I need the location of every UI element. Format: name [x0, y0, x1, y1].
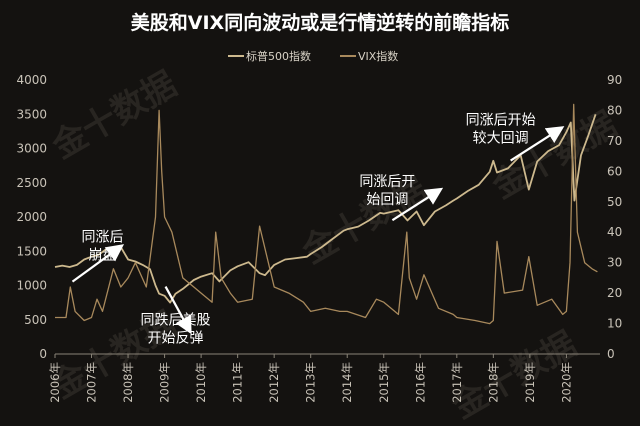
- y-left-tick-label: 2000: [16, 210, 47, 224]
- y-left-tick-label: 2500: [16, 176, 47, 190]
- legend-label: 标普500指数: [246, 49, 311, 63]
- x-tick-label: 2013年: [304, 362, 318, 403]
- watermark-0: 金十数据: [45, 64, 184, 167]
- x-tick-label: 2019年: [523, 362, 537, 403]
- y-right-tick-label: 70: [607, 134, 622, 148]
- x-tick-label: 2008年: [121, 362, 135, 403]
- annotation-arrow-1: [164, 286, 192, 335]
- series-line-sp500: [54, 114, 597, 304]
- annotation-arrow-2: [391, 187, 444, 222]
- y-right-tick-label: 50: [607, 195, 622, 209]
- x-tick-label: 2016年: [413, 362, 427, 403]
- y-left-tick-label: 0: [39, 347, 47, 361]
- y-right-tick-label: 90: [607, 73, 622, 87]
- y-right-tick-label: 80: [607, 103, 622, 117]
- y-right-tick-label: 60: [607, 164, 622, 178]
- y-left-tick-label: 500: [24, 313, 47, 327]
- series-lines: [54, 103, 598, 325]
- legend-label: VIX指数: [358, 49, 398, 63]
- x-tick-label: 2006年: [48, 362, 62, 403]
- legend: 标普500指数 VIX指数: [228, 49, 398, 63]
- chart-title: 美股和VIX同向波动或是行情逆转的前瞻指标: [131, 11, 509, 34]
- x-tick-label: 2020年: [559, 362, 573, 403]
- x-axis: 2006年 2007年 2008年 2009年 2010年 2011年 2012年 2013年…: [48, 353, 600, 403]
- series-line-vix: [55, 103, 598, 325]
- x-tick-label: 2014年: [340, 362, 354, 403]
- y-right-tick-label: 0: [607, 347, 615, 361]
- annotation-arrow-0: [71, 244, 125, 283]
- y-left-tick-label: 1500: [16, 244, 47, 258]
- x-tick-label: 2007年: [85, 362, 99, 403]
- y-left-tick-label: 4000: [16, 73, 47, 87]
- y-right-tick-label: 40: [607, 225, 622, 239]
- annotation-arrow-3: [510, 126, 565, 162]
- x-tick-label: 2017年: [450, 362, 464, 403]
- x-tick-label: 2009年: [158, 362, 172, 403]
- x-tick-label: 2015年: [377, 362, 391, 403]
- y-left-tick-label: 3500: [16, 107, 47, 121]
- x-tick-label: 2011年: [231, 362, 245, 403]
- y-axis-right: 0 10 20 30 40 50 60 70 80 90: [607, 73, 622, 361]
- x-tick-label: 2010年: [194, 362, 208, 403]
- y-left-tick-label: 3000: [16, 142, 47, 156]
- x-tick-label: 2012年: [267, 362, 281, 403]
- x-tick-label: 2018年: [486, 362, 500, 403]
- y-left-tick-label: 1000: [16, 279, 47, 293]
- y-axis-left: 0 500 1000 1500 2000 2500 3000 3500 4000: [16, 73, 47, 361]
- annotation-text-2: 同涨后开始回调: [359, 174, 415, 208]
- annotation-text-3: 同涨后开始较大回调: [466, 113, 536, 147]
- y-right-tick-label: 30: [607, 256, 622, 270]
- y-right-tick-label: 20: [607, 286, 622, 300]
- y-right-tick-label: 10: [607, 317, 622, 331]
